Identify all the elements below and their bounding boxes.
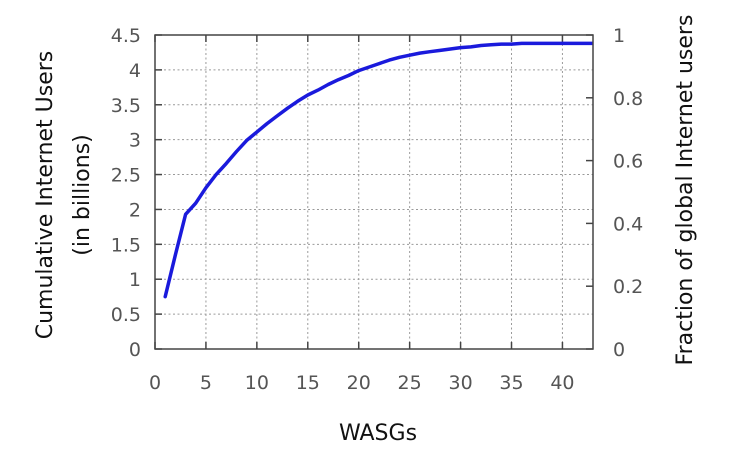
x-axis-title: WASGs — [339, 421, 417, 446]
y-tick-label-right: 0.4 — [613, 213, 643, 235]
y-tick-label-left: 1 — [129, 269, 141, 291]
x-tick-label: 25 — [398, 372, 422, 394]
x-tick-label: 20 — [347, 372, 371, 394]
y-tick-label-left: 0.5 — [111, 304, 141, 326]
x-tick-label: 5 — [200, 372, 212, 394]
y-tick-label-right: 1 — [613, 25, 625, 47]
tick-layer — [154, 34, 593, 350]
y-tick-label-right: 0.2 — [613, 276, 643, 298]
plot-frame — [154, 34, 594, 350]
y-tick-label-right: 0 — [613, 339, 625, 361]
grid-layer — [155, 34, 593, 349]
y-axis-title-right: Fraction of global Internet users — [673, 15, 698, 366]
y-axis-title-left-line1: Cumulative Internet Users — [33, 51, 58, 340]
x-tick-label: 15 — [296, 372, 320, 394]
y-tick-label-left: 4.5 — [111, 25, 141, 47]
tick-label-layer: 0 5 10 15 20 25 30 35 40 0 0.5 1 1.5 2 2.5 3 3.5 4 4.5 0 0.2… — [111, 25, 643, 394]
y-tick-label-left: 0 — [129, 339, 141, 361]
y-tick-label-right: 0.8 — [613, 88, 643, 110]
y-tick-label-left: 2 — [129, 199, 141, 221]
y-tick-label-left: 1.5 — [111, 234, 141, 256]
series-line — [163, 41, 593, 299]
x-tick-label: 30 — [448, 372, 472, 394]
x-tick-label: 40 — [550, 372, 574, 394]
y-tick-label-left: 2.5 — [111, 165, 141, 187]
y-tick-label-left: 3.5 — [111, 95, 141, 117]
x-tick-label: 0 — [149, 372, 161, 394]
series-layer — [163, 41, 593, 299]
x-tick-label: 35 — [499, 372, 523, 394]
y-tick-label-left: 4 — [129, 60, 141, 82]
y-tick-label-left: 3 — [129, 130, 141, 152]
x-tick-label: 10 — [245, 372, 269, 394]
y-axis-title-left-line2: (in billions) — [70, 134, 95, 256]
y-tick-label-right: 0.6 — [613, 151, 643, 173]
